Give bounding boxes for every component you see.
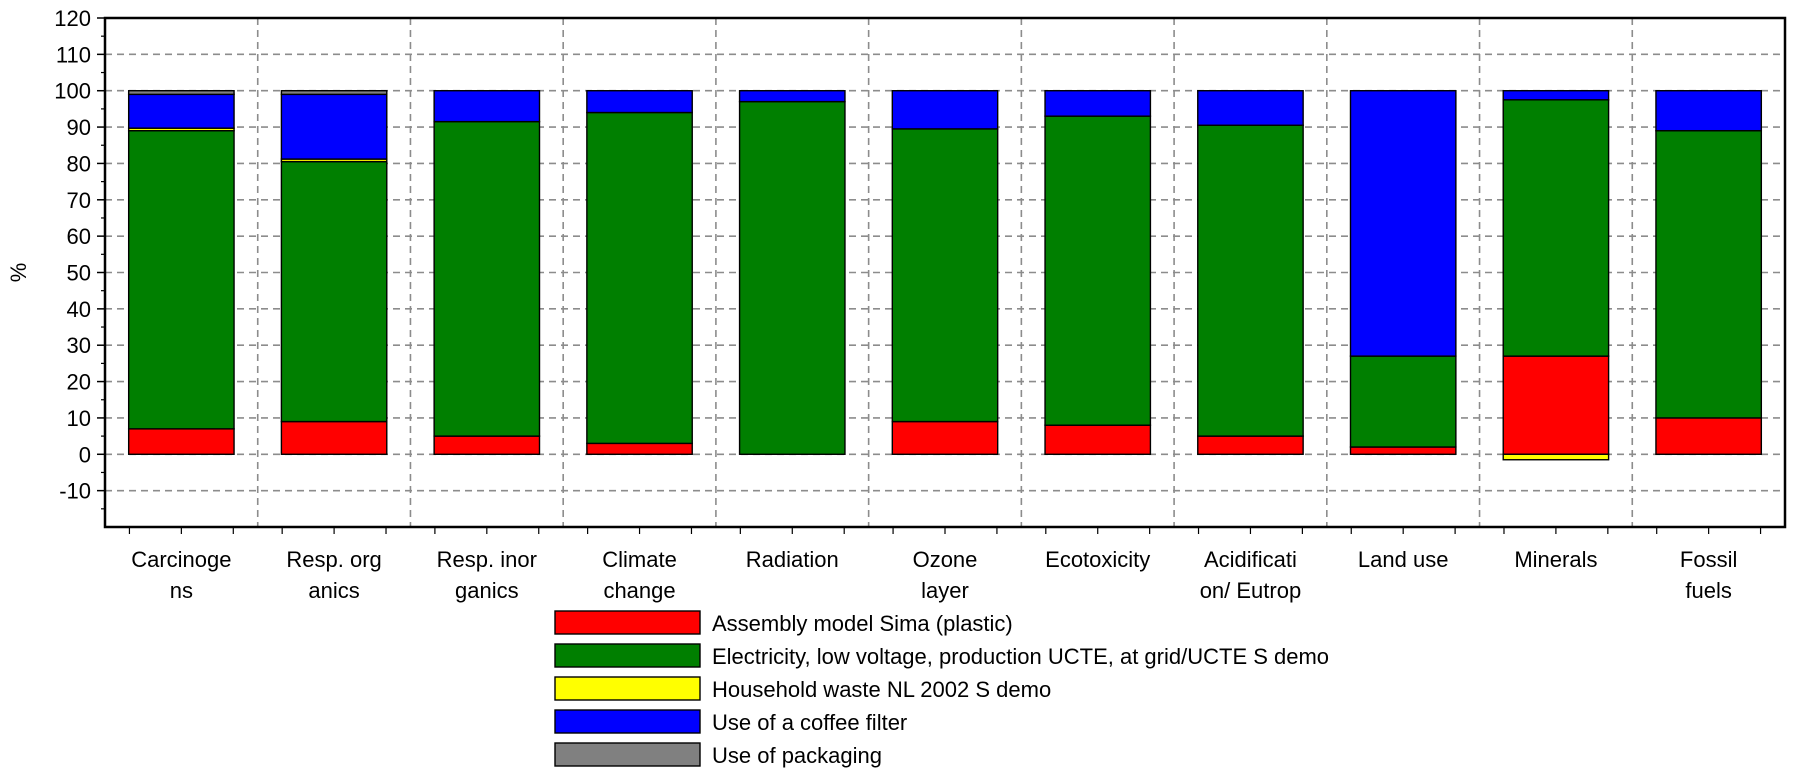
x-category-label: Minerals <box>1514 547 1597 572</box>
x-category-label: Land use <box>1358 547 1449 572</box>
bar-stack <box>1655 90 1763 455</box>
bar-segment <box>433 435 541 455</box>
bar-segment <box>1655 417 1763 455</box>
bar-segment <box>280 420 388 455</box>
x-category-label: Ecotoxicity <box>1045 547 1150 572</box>
bars <box>127 90 1763 461</box>
bar-segment <box>280 90 388 96</box>
bar-segment <box>127 130 235 430</box>
legend-label: Use of a coffee filter <box>712 710 907 735</box>
x-axis: Carcinoge ns Resp. org anics Resp. inor ganic… <box>128 527 1762 603</box>
x-category-label: Ozone layer <box>913 547 978 603</box>
x-category-label: Fossil fuels <box>1680 547 1737 603</box>
bar-segment <box>1349 446 1457 455</box>
bar-segment <box>1655 90 1763 132</box>
legend-label: Use of packaging <box>712 743 882 768</box>
bar-segment <box>1044 90 1152 117</box>
bar-segment <box>433 120 541 437</box>
bar-segment <box>1502 99 1610 357</box>
x-category-label: Resp. inor ganics <box>437 547 537 603</box>
bar-segment <box>433 90 541 123</box>
bar-stack <box>280 90 388 455</box>
bar-segment <box>1349 355 1457 448</box>
bar-stack <box>586 90 693 455</box>
bar-segment <box>586 442 693 455</box>
bar-segment <box>738 90 846 103</box>
bar-stack <box>1502 90 1610 461</box>
bar-segment <box>1197 124 1304 437</box>
bar-stack <box>127 90 235 455</box>
legend-swatch <box>554 643 701 668</box>
bar-segment <box>1197 435 1304 455</box>
y-tick-label: 30 <box>67 333 91 358</box>
bar-segment <box>1197 90 1304 126</box>
bar-segment <box>1502 90 1610 101</box>
bar-segment <box>586 90 693 114</box>
bar-stack <box>1197 90 1304 455</box>
y-axis-label: % <box>6 263 31 283</box>
bar-stack <box>1044 90 1152 455</box>
legend-label: Assembly model Sima (plastic) <box>712 611 1013 636</box>
legend-swatch <box>554 742 701 767</box>
legend-label: Household waste NL 2002 S demo <box>712 677 1051 702</box>
y-tick-label: 100 <box>54 79 91 104</box>
y-tick-label: 0 <box>79 442 91 467</box>
bar-segment <box>891 420 999 455</box>
x-category-label: Carcinoge ns <box>131 547 231 603</box>
bar-segment <box>280 93 388 160</box>
y-tick-label: 110 <box>56 42 91 67</box>
bar-segment <box>891 128 999 423</box>
y-tick-label: 70 <box>67 188 91 213</box>
y-tick-label: 10 <box>67 406 91 431</box>
y-tick-label: 120 <box>54 6 91 31</box>
bar-segment <box>1044 115 1152 426</box>
bar-segment <box>1502 355 1610 455</box>
bar-segment <box>586 111 693 445</box>
y-tick-label: 20 <box>67 370 91 395</box>
x-category-label: Radiation <box>746 547 839 572</box>
bar-segment <box>1044 424 1152 455</box>
y-tick-label: 40 <box>67 297 91 322</box>
bar-stack <box>891 90 999 455</box>
y-tick-label: 90 <box>67 115 91 140</box>
bar-stack <box>738 90 846 455</box>
y-tick-label: -10 <box>59 479 91 504</box>
bar-stack <box>433 90 541 455</box>
bar-segment <box>891 90 999 130</box>
x-category-label: Acidificati on/ Eutrop <box>1200 547 1302 603</box>
bar-segment <box>1655 130 1763 419</box>
y-tick-label: 50 <box>67 261 91 286</box>
bar-stack <box>1349 90 1457 455</box>
bar-segment <box>127 90 235 96</box>
legend-label: Electricity, low voltage, production UCT… <box>712 644 1329 669</box>
bar-segment <box>127 93 235 129</box>
y-axis: -10 0 10 20 30 40 50 60 70 80 90 100 110 120 <box>54 6 105 510</box>
legend-swatch <box>554 676 701 701</box>
legend-swatch <box>554 709 701 734</box>
bar-segment <box>1349 90 1457 357</box>
y-tick-label: 80 <box>67 151 91 176</box>
bar-segment <box>738 100 846 455</box>
x-category-label: Climate change <box>602 547 677 603</box>
x-category-label: Resp. org anics <box>286 547 381 603</box>
bar-segment <box>127 428 235 455</box>
bar-segment <box>1502 453 1610 461</box>
bar-segment <box>280 160 388 423</box>
y-tick-label: 60 <box>67 224 91 249</box>
legend-swatch <box>554 610 701 635</box>
legend: Assembly model Sima (plastic) Electricity… <box>554 610 1329 768</box>
